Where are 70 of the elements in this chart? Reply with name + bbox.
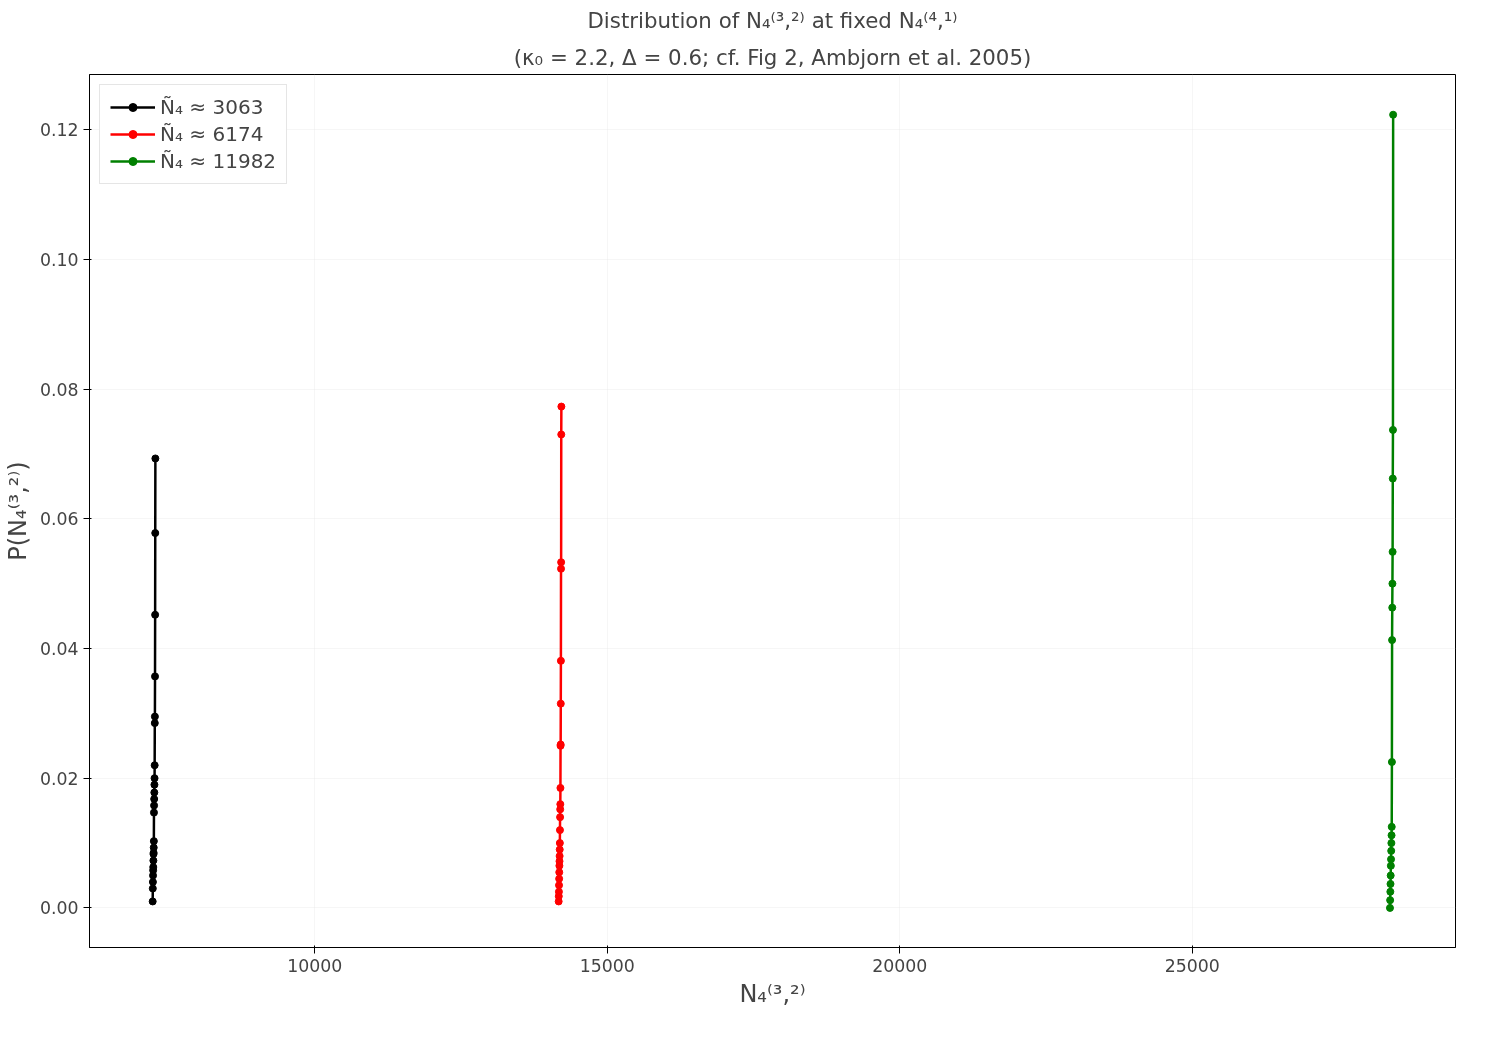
- legend-label: Ñ₄ ≈ 11982: [160, 149, 277, 173]
- point: [557, 564, 566, 573]
- point: [151, 454, 160, 463]
- point: [150, 712, 159, 721]
- y-tick-label: 0.02: [39, 768, 79, 789]
- point: [1388, 425, 1397, 434]
- legend-label: Ñ₄ ≈ 6174: [160, 122, 264, 146]
- point: [1387, 855, 1396, 864]
- point: [149, 808, 158, 817]
- point: [149, 843, 158, 852]
- point: [1388, 603, 1397, 612]
- point: [1387, 758, 1396, 766]
- y-tick-label: 0.06: [39, 509, 79, 530]
- point: [148, 884, 157, 893]
- chart-title: Distribution of N₄⁽³,²⁾ at fixed N₄⁽⁴,¹⁾: [587, 7, 958, 33]
- x-tick-label: 25000: [1164, 955, 1220, 976]
- x-tick-label: 15000: [579, 955, 635, 976]
- point: [1386, 887, 1395, 896]
- point: [149, 856, 158, 865]
- x-tick-label: 20000: [872, 955, 928, 976]
- point: [1387, 822, 1396, 831]
- point: [557, 430, 566, 439]
- point: [151, 610, 160, 619]
- chart-subtitle: (κ₀ = 2.2, Δ = 0.6; cf. Fig 2, Ambjorn et al. 2005): [513, 44, 1032, 70]
- point: [556, 813, 565, 822]
- point: [555, 881, 564, 890]
- point: [1388, 579, 1397, 588]
- point: [150, 801, 159, 810]
- y-axis-title: P(N₄⁽³,²⁾): [3, 461, 32, 561]
- point: [555, 839, 564, 848]
- point: [150, 761, 159, 770]
- point: [555, 845, 564, 854]
- point: [150, 774, 159, 783]
- point: [555, 826, 564, 835]
- y-tick-label: 0.10: [39, 249, 79, 270]
- point: [1388, 636, 1397, 645]
- point: [1386, 871, 1395, 880]
- legend-label: Ñ₄ ≈ 3063: [160, 95, 264, 119]
- point: [148, 897, 157, 906]
- point: [150, 719, 159, 728]
- point: [1388, 547, 1397, 556]
- point: [1386, 879, 1395, 888]
- point: [149, 837, 158, 846]
- point: [1385, 903, 1394, 912]
- y-tick-label: 0.08: [39, 379, 79, 400]
- point: [150, 794, 159, 803]
- point: [1388, 474, 1397, 483]
- point: [556, 783, 565, 792]
- x-tick-label: 10000: [287, 955, 343, 976]
- point: [150, 788, 159, 797]
- point: [148, 878, 157, 886]
- x-axis-title: N₄⁽³,²⁾: [739, 979, 806, 1008]
- point: [1386, 896, 1395, 905]
- point: [1387, 839, 1396, 848]
- point: [150, 780, 159, 789]
- point: [557, 558, 566, 567]
- point: [151, 672, 160, 681]
- point: [1389, 110, 1398, 119]
- point: [557, 402, 566, 411]
- point: [151, 529, 160, 538]
- y-tick-label: 0.04: [39, 639, 79, 659]
- point: [555, 874, 564, 883]
- point: [555, 868, 564, 877]
- point: [556, 699, 565, 708]
- point: [1386, 861, 1395, 870]
- y-tick-label: 0.00: [39, 898, 79, 919]
- point: [1387, 846, 1396, 855]
- y-tick-label: 0.12: [39, 120, 79, 141]
- point: [1387, 831, 1396, 840]
- point: [556, 656, 565, 665]
